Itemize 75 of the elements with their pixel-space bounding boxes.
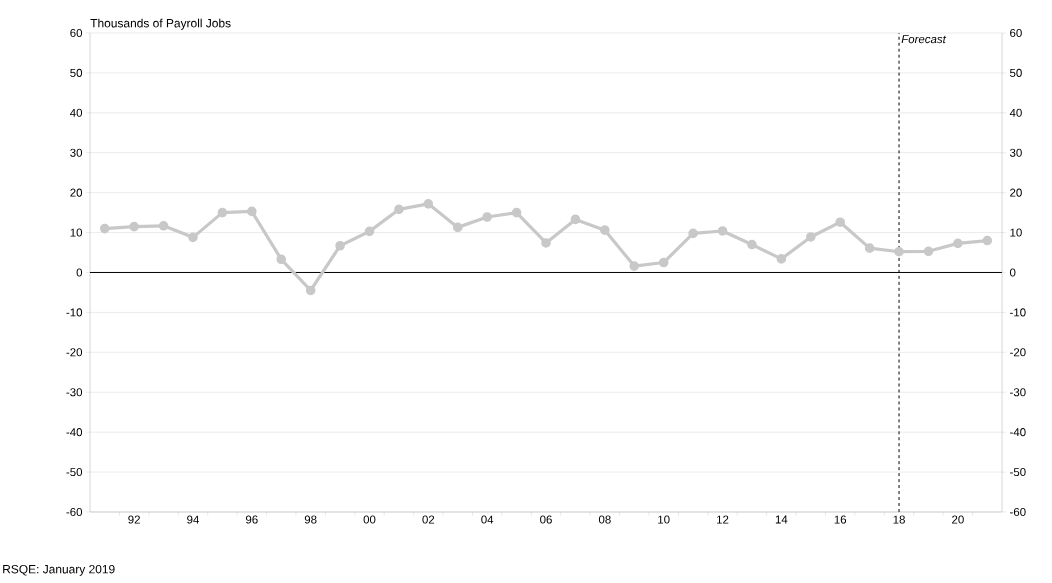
y-tick-label: 60 — [70, 28, 83, 38]
y-tick-label: 0 — [76, 268, 83, 277]
y-tick-label: 40 — [70, 108, 83, 117]
point — [511, 207, 522, 218]
x-tick-label: 02 — [422, 515, 435, 524]
x-tick-label: 14 — [775, 515, 788, 524]
y-axis-title: Thousands of Payroll Jobs — [90, 18, 231, 30]
point — [158, 220, 169, 231]
x-tick-label: 04 — [481, 515, 494, 524]
y-tick-label: 10 — [70, 228, 83, 237]
x-tick-label: 16 — [834, 515, 847, 524]
point — [188, 232, 198, 243]
y2-tick-label: 10 — [1010, 228, 1022, 237]
point — [982, 235, 993, 246]
point — [541, 238, 551, 248]
y2-tick-label: -10 — [1010, 308, 1026, 317]
x-tick-label: 98 — [304, 515, 317, 524]
y2-tick-label: -60 — [1010, 507, 1026, 517]
point — [335, 240, 345, 251]
y-tick-label: 30 — [70, 148, 83, 157]
y2-tick-label: 0 — [1009, 268, 1016, 277]
point — [394, 204, 404, 215]
y-tick-label: 50 — [70, 68, 83, 77]
y2-tick-label: 60 — [1010, 28, 1022, 38]
point — [364, 226, 375, 237]
point — [688, 228, 698, 239]
y2-tick-label: -40 — [1010, 428, 1026, 437]
x-tick-label: 08 — [598, 515, 611, 524]
y-tick-label: -10 — [66, 308, 83, 317]
point — [570, 214, 581, 225]
point — [600, 225, 610, 235]
point — [717, 226, 728, 236]
y2-tick-label: 40 — [1009, 108, 1022, 117]
y2-tick-label: -50 — [1010, 468, 1026, 477]
y-tick-label: -50 — [66, 468, 83, 477]
point — [305, 285, 316, 296]
point — [276, 254, 287, 265]
y-tick-label: -40 — [66, 428, 83, 437]
point — [923, 246, 934, 257]
point — [217, 207, 228, 218]
point — [747, 239, 757, 250]
y2-tick-label: 20 — [1010, 188, 1022, 197]
x-tick-label: 10 — [658, 515, 670, 524]
x-tick-label: 00 — [363, 515, 376, 524]
y-tick-label: -20 — [66, 348, 83, 357]
point — [805, 232, 816, 242]
text: RSQE: January 2019 — [3, 564, 115, 576]
y2-tick-label: -20 — [1010, 348, 1026, 357]
point — [894, 246, 904, 257]
ref-line-label: Forecast — [901, 35, 947, 44]
x-tick-label: 94 — [187, 515, 200, 524]
point — [658, 257, 669, 268]
y-tick-label: 20 — [70, 188, 83, 197]
point — [99, 223, 110, 234]
x-tick-label: 96 — [245, 515, 258, 524]
x-tick-label: 92 — [128, 515, 140, 524]
point — [482, 212, 492, 222]
point — [776, 254, 787, 264]
y2-tick-label: -30 — [1010, 388, 1026, 397]
x-tick-label: 18 — [893, 515, 905, 524]
x-tick-label: 20 — [952, 515, 964, 524]
point — [423, 199, 434, 209]
point — [629, 261, 640, 271]
y-tick-label: -30 — [66, 388, 83, 397]
y2-tick-label: 30 — [1009, 148, 1022, 157]
point — [835, 217, 845, 227]
point — [452, 222, 463, 233]
point — [247, 206, 257, 217]
y2-tick-label: 50 — [1009, 68, 1022, 77]
y-tick-label: -60 — [66, 507, 83, 517]
point — [129, 221, 139, 232]
x-tick-label: 12 — [717, 515, 729, 524]
point — [953, 238, 963, 249]
point — [864, 243, 875, 253]
x-tick-label: 06 — [540, 515, 552, 524]
